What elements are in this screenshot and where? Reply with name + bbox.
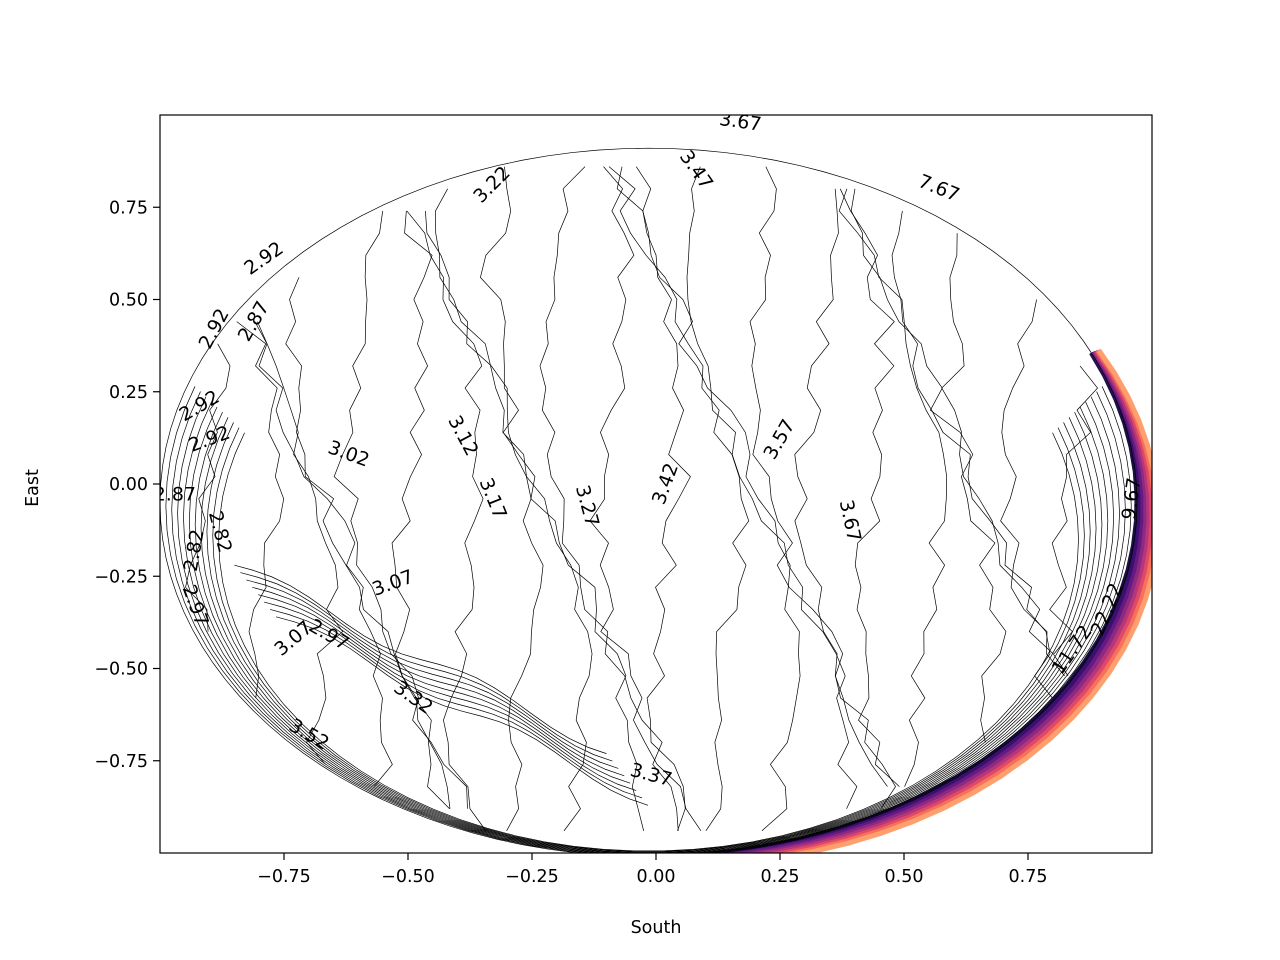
contour-line bbox=[539, 166, 679, 831]
rim-band bbox=[753, 349, 1152, 853]
y-tick-label: 0.00 bbox=[109, 475, 148, 495]
contour-line bbox=[941, 233, 1069, 677]
contour-line bbox=[212, 427, 1085, 852]
y-axis-title: East bbox=[23, 469, 43, 507]
y-tick-label: −0.50 bbox=[94, 660, 148, 680]
contour-label: 3.67 bbox=[835, 498, 865, 544]
contour-line bbox=[850, 188, 1007, 743]
y-tick-label: −0.25 bbox=[94, 567, 148, 587]
contour-label: 3.02 bbox=[325, 436, 372, 471]
contour-line bbox=[794, 188, 888, 787]
contour-line bbox=[254, 321, 393, 787]
contour-lines bbox=[160, 147, 1138, 853]
contour-line bbox=[425, 210, 544, 832]
contour-line bbox=[160, 147, 1138, 853]
contour-label: 3.07 bbox=[369, 566, 416, 601]
contour-line bbox=[258, 594, 631, 784]
contour-line bbox=[234, 564, 607, 754]
contour-line bbox=[608, 166, 750, 832]
contour-label: 3.52 bbox=[285, 714, 333, 754]
contour-line bbox=[206, 422, 1091, 853]
contour-label: 3.12 bbox=[443, 412, 482, 460]
contour-line bbox=[183, 401, 1115, 853]
contour-line bbox=[891, 210, 1053, 699]
x-axis: −0.75 −0.50 −0.25 0.00 0.25 0.50 0.75 bbox=[257, 853, 1047, 887]
contour-line bbox=[406, 210, 487, 832]
contour-line bbox=[177, 396, 1120, 853]
rim-band bbox=[723, 350, 1146, 853]
y-tick-label: 0.25 bbox=[109, 383, 148, 403]
rim-band bbox=[779, 349, 1152, 853]
contour-line bbox=[616, 166, 691, 831]
x-tick-label: −0.75 bbox=[257, 867, 311, 887]
contour-label: 2.87 bbox=[234, 298, 274, 346]
contour-line bbox=[838, 188, 948, 787]
contour-line bbox=[264, 601, 637, 791]
contour-label: 7.67 bbox=[915, 170, 962, 206]
x-axis-title: South bbox=[631, 918, 682, 938]
contour-line bbox=[435, 188, 593, 832]
contour-line bbox=[686, 166, 858, 809]
rim-band bbox=[740, 350, 1149, 853]
contour-label: 3.57 bbox=[759, 416, 799, 464]
contour-line bbox=[285, 277, 450, 809]
contour-line bbox=[246, 579, 619, 769]
x-tick-label: −0.50 bbox=[381, 867, 435, 887]
contour-labels: 3.673.47 7.673.222.922.92 2.872.922.92 3.02… bbox=[154, 108, 1146, 791]
x-tick-label: 0.25 bbox=[761, 867, 800, 887]
x-tick-label: 0.00 bbox=[637, 867, 676, 887]
contour-line bbox=[333, 210, 468, 809]
contour-line bbox=[194, 412, 1103, 853]
contour-line bbox=[188, 406, 1109, 853]
y-tick-label: 0.50 bbox=[109, 291, 148, 311]
contour-label: 2.92 bbox=[176, 386, 224, 426]
contour-line bbox=[635, 166, 801, 832]
rim-band bbox=[790, 348, 1152, 853]
contour-line bbox=[236, 321, 285, 699]
x-tick-label: −0.25 bbox=[505, 867, 559, 887]
y-tick-label: 0.75 bbox=[109, 198, 148, 218]
x-tick-label: 0.75 bbox=[1009, 867, 1048, 887]
contour-label: 2.92 bbox=[194, 305, 233, 353]
contour-label: 3.27 bbox=[571, 483, 603, 530]
rim-band bbox=[708, 351, 1143, 853]
contour-line bbox=[171, 391, 1126, 853]
contour-label: 3.32 bbox=[390, 676, 437, 718]
contour-line bbox=[480, 166, 645, 831]
contour-line bbox=[275, 616, 649, 806]
contour-line bbox=[240, 572, 613, 762]
contour-line bbox=[589, 166, 702, 832]
y-tick-label: −0.75 bbox=[94, 752, 148, 772]
contour-label: 2.92 bbox=[240, 237, 287, 279]
contour-line bbox=[270, 609, 643, 799]
contour-line bbox=[185, 343, 231, 632]
plot-area: 3.673.47 7.673.222.922.92 2.872.922.92 3.02… bbox=[154, 108, 1152, 853]
x-tick-label: 0.50 bbox=[885, 867, 924, 887]
contour-line bbox=[257, 321, 344, 765]
contour-line bbox=[165, 386, 1132, 853]
contour-label: 2.87 bbox=[154, 484, 196, 506]
contour-line bbox=[749, 166, 896, 809]
contour-line bbox=[1000, 299, 1065, 677]
contour-line bbox=[1049, 365, 1099, 654]
contour-line bbox=[839, 188, 900, 787]
rim-band bbox=[606, 351, 1140, 853]
contour-label: 3.47 bbox=[675, 146, 717, 193]
contour-label: 3.67 bbox=[718, 108, 763, 136]
colormap-rim bbox=[606, 348, 1152, 853]
contour-label: 3.17 bbox=[475, 475, 511, 522]
rim-band bbox=[766, 349, 1152, 853]
y-axis: 0.75 0.50 0.25 0.00 −0.25 −0.50 −0.75 bbox=[94, 198, 160, 772]
contour-label: 2.97 bbox=[178, 582, 213, 629]
contour-line bbox=[391, 210, 451, 809]
contour-line bbox=[218, 432, 1079, 852]
contour-label: 3.37 bbox=[628, 759, 675, 791]
contour-label: 3.22 bbox=[469, 162, 514, 207]
contour-label: 3.07 bbox=[270, 617, 317, 661]
contour-label: 2.82 bbox=[204, 509, 236, 556]
contour-line bbox=[252, 586, 625, 777]
